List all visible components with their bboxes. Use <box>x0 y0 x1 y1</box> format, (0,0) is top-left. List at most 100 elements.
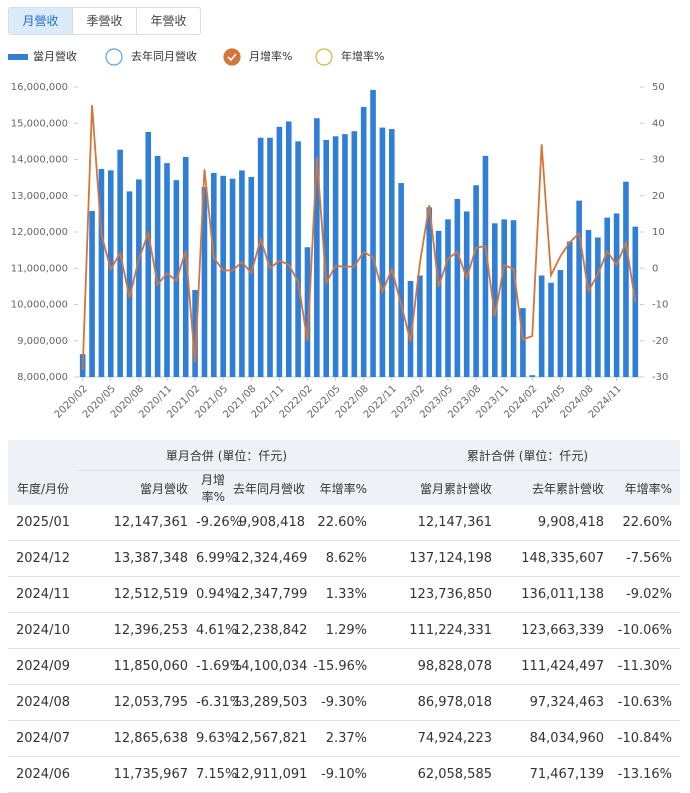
y2-tick-label: 40 <box>652 118 665 129</box>
bar <box>323 139 330 377</box>
table-cell: 9.63% <box>196 720 237 757</box>
table-cell: 2024/12 <box>8 540 78 577</box>
table-cell: 12,396,253 <box>78 612 196 649</box>
table-cell: 2.37% <box>313 720 375 757</box>
bar <box>473 185 479 377</box>
legend-icon <box>105 48 123 66</box>
table-cell: 2024/09 <box>8 648 78 685</box>
table-cell: 1.29% <box>313 612 375 649</box>
bar <box>576 200 582 377</box>
table-cell: 13,387,348 <box>78 540 196 577</box>
bar <box>426 207 433 377</box>
bar <box>107 170 114 377</box>
bar <box>417 275 423 377</box>
y-tick-label: 10,000,000 <box>11 300 68 311</box>
bar <box>229 178 236 377</box>
table-cell: 123,663,339 <box>500 612 612 649</box>
table-cell: -10.06% <box>612 612 681 649</box>
bar <box>454 198 461 377</box>
bar <box>585 230 592 377</box>
bar <box>548 282 554 377</box>
table-cell: 14,100,034 <box>233 648 313 685</box>
bar <box>164 163 170 377</box>
bar <box>285 121 292 377</box>
column-header: 月增率% <box>196 470 233 505</box>
table-cell: 12,053,795 <box>78 684 196 721</box>
bar <box>492 223 498 377</box>
bar <box>154 155 161 377</box>
table-cell: 12,865,638 <box>78 720 196 757</box>
table-cell: -9.30% <box>313 684 375 721</box>
bar <box>623 181 629 377</box>
table-cell: 97,324,463 <box>500 684 612 721</box>
bar <box>220 175 226 377</box>
legend-label[interactable]: 年增率% <box>341 49 384 63</box>
column-header: 去年同月營收 <box>233 470 313 505</box>
table-cell: 11,735,967 <box>78 756 196 793</box>
bar <box>351 131 358 377</box>
legend-icon <box>223 48 241 66</box>
table-cell: 148,335,607 <box>500 540 612 577</box>
legend-icon <box>315 48 333 66</box>
table-row: 2025/01 12,147,361 -9.26% 9,908,418 22.60% 12… <box>8 505 681 541</box>
bar <box>538 275 545 377</box>
y2-tick-label: -30 <box>652 372 668 383</box>
column-header: 去年累計營收 <box>500 470 612 505</box>
legend-label[interactable]: 當月營收 <box>33 49 77 63</box>
tab[interactable]: 年營收 <box>136 8 200 34</box>
bar <box>182 156 189 377</box>
bar <box>314 118 320 378</box>
table-cell: 11,850,060 <box>78 648 196 685</box>
table-cell: 9,908,418 <box>500 505 612 541</box>
tab[interactable]: 月營收 <box>9 8 72 34</box>
table-row: 2024/07 12,865,638 9.63% 12,567,821 2.37% 74,… <box>8 720 681 757</box>
bar <box>257 137 264 377</box>
bar <box>379 127 386 377</box>
bar <box>89 210 95 377</box>
tab[interactable]: 季營收 <box>72 8 136 34</box>
bar <box>136 179 142 377</box>
chart: 8,000,000 9,000,000 10,000,000 11,000,000 12… <box>8 48 668 421</box>
revenue-table: 年度/月份 單月合併 (單位：仟元) 累計合併 (單位：仟元) 當月營收 月增率%… <box>8 440 681 793</box>
legend-label[interactable]: 月增率% <box>249 49 292 63</box>
table-row: 2024/11 12,512,519 0.94% 12,347,799 1.33% 123… <box>8 576 681 613</box>
table-cell: 136,011,138 <box>500 576 612 613</box>
bar <box>613 213 620 377</box>
group-header: 單月合併 (單位：仟元) <box>78 440 375 471</box>
y-tick-label: 13,000,000 <box>11 191 68 202</box>
y-tick-label: 16,000,000 <box>11 82 68 93</box>
table-cell: 2025/01 <box>8 505 78 541</box>
table-cell: -10.63% <box>612 684 681 721</box>
legend-check <box>227 53 237 62</box>
y2-tick-label: 20 <box>652 191 665 202</box>
table-row: 2024/10 12,396,253 4.61% 12,238,842 1.29% 111… <box>8 612 681 649</box>
bar <box>126 191 133 377</box>
table-cell: 12,911,091 <box>233 756 313 793</box>
bar <box>192 290 198 377</box>
table-cell: 1.33% <box>313 576 375 613</box>
table-cell: 12,147,361 <box>375 505 500 541</box>
table-cell: 2024/06 <box>8 756 78 793</box>
column-header: 當月累計營收 <box>375 470 500 505</box>
table-cell: 2024/07 <box>8 720 78 757</box>
table-cell: 0.94% <box>196 576 237 613</box>
table-cell: 22.60% <box>612 505 681 541</box>
y2-tick-label: 30 <box>652 155 665 166</box>
table-row: 2024/12 13,387,348 6.99% 12,324,469 8.62% 137… <box>8 540 681 577</box>
table-cell: 2024/11 <box>8 576 78 613</box>
table-cell: 12,567,821 <box>233 720 313 757</box>
bar <box>510 220 517 377</box>
y-tick-label: 8,000,000 <box>17 372 68 383</box>
legend-label[interactable]: 去年同月營收 <box>131 49 197 63</box>
table-cell: -7.56% <box>612 540 681 577</box>
table-cell: 12,512,519 <box>78 576 196 613</box>
table-cell: 12,347,799 <box>233 576 313 613</box>
column-header: 年度/月份 <box>8 440 78 505</box>
bar <box>388 129 395 377</box>
tab-bar: 月營收 季營收 年營收 <box>8 7 201 35</box>
table-cell: 98,828,078 <box>375 648 500 685</box>
column-header: 年增率% <box>612 470 681 505</box>
table-cell: 2024/10 <box>8 612 78 649</box>
bar <box>445 219 451 377</box>
table-cell: 62,058,585 <box>375 756 500 793</box>
